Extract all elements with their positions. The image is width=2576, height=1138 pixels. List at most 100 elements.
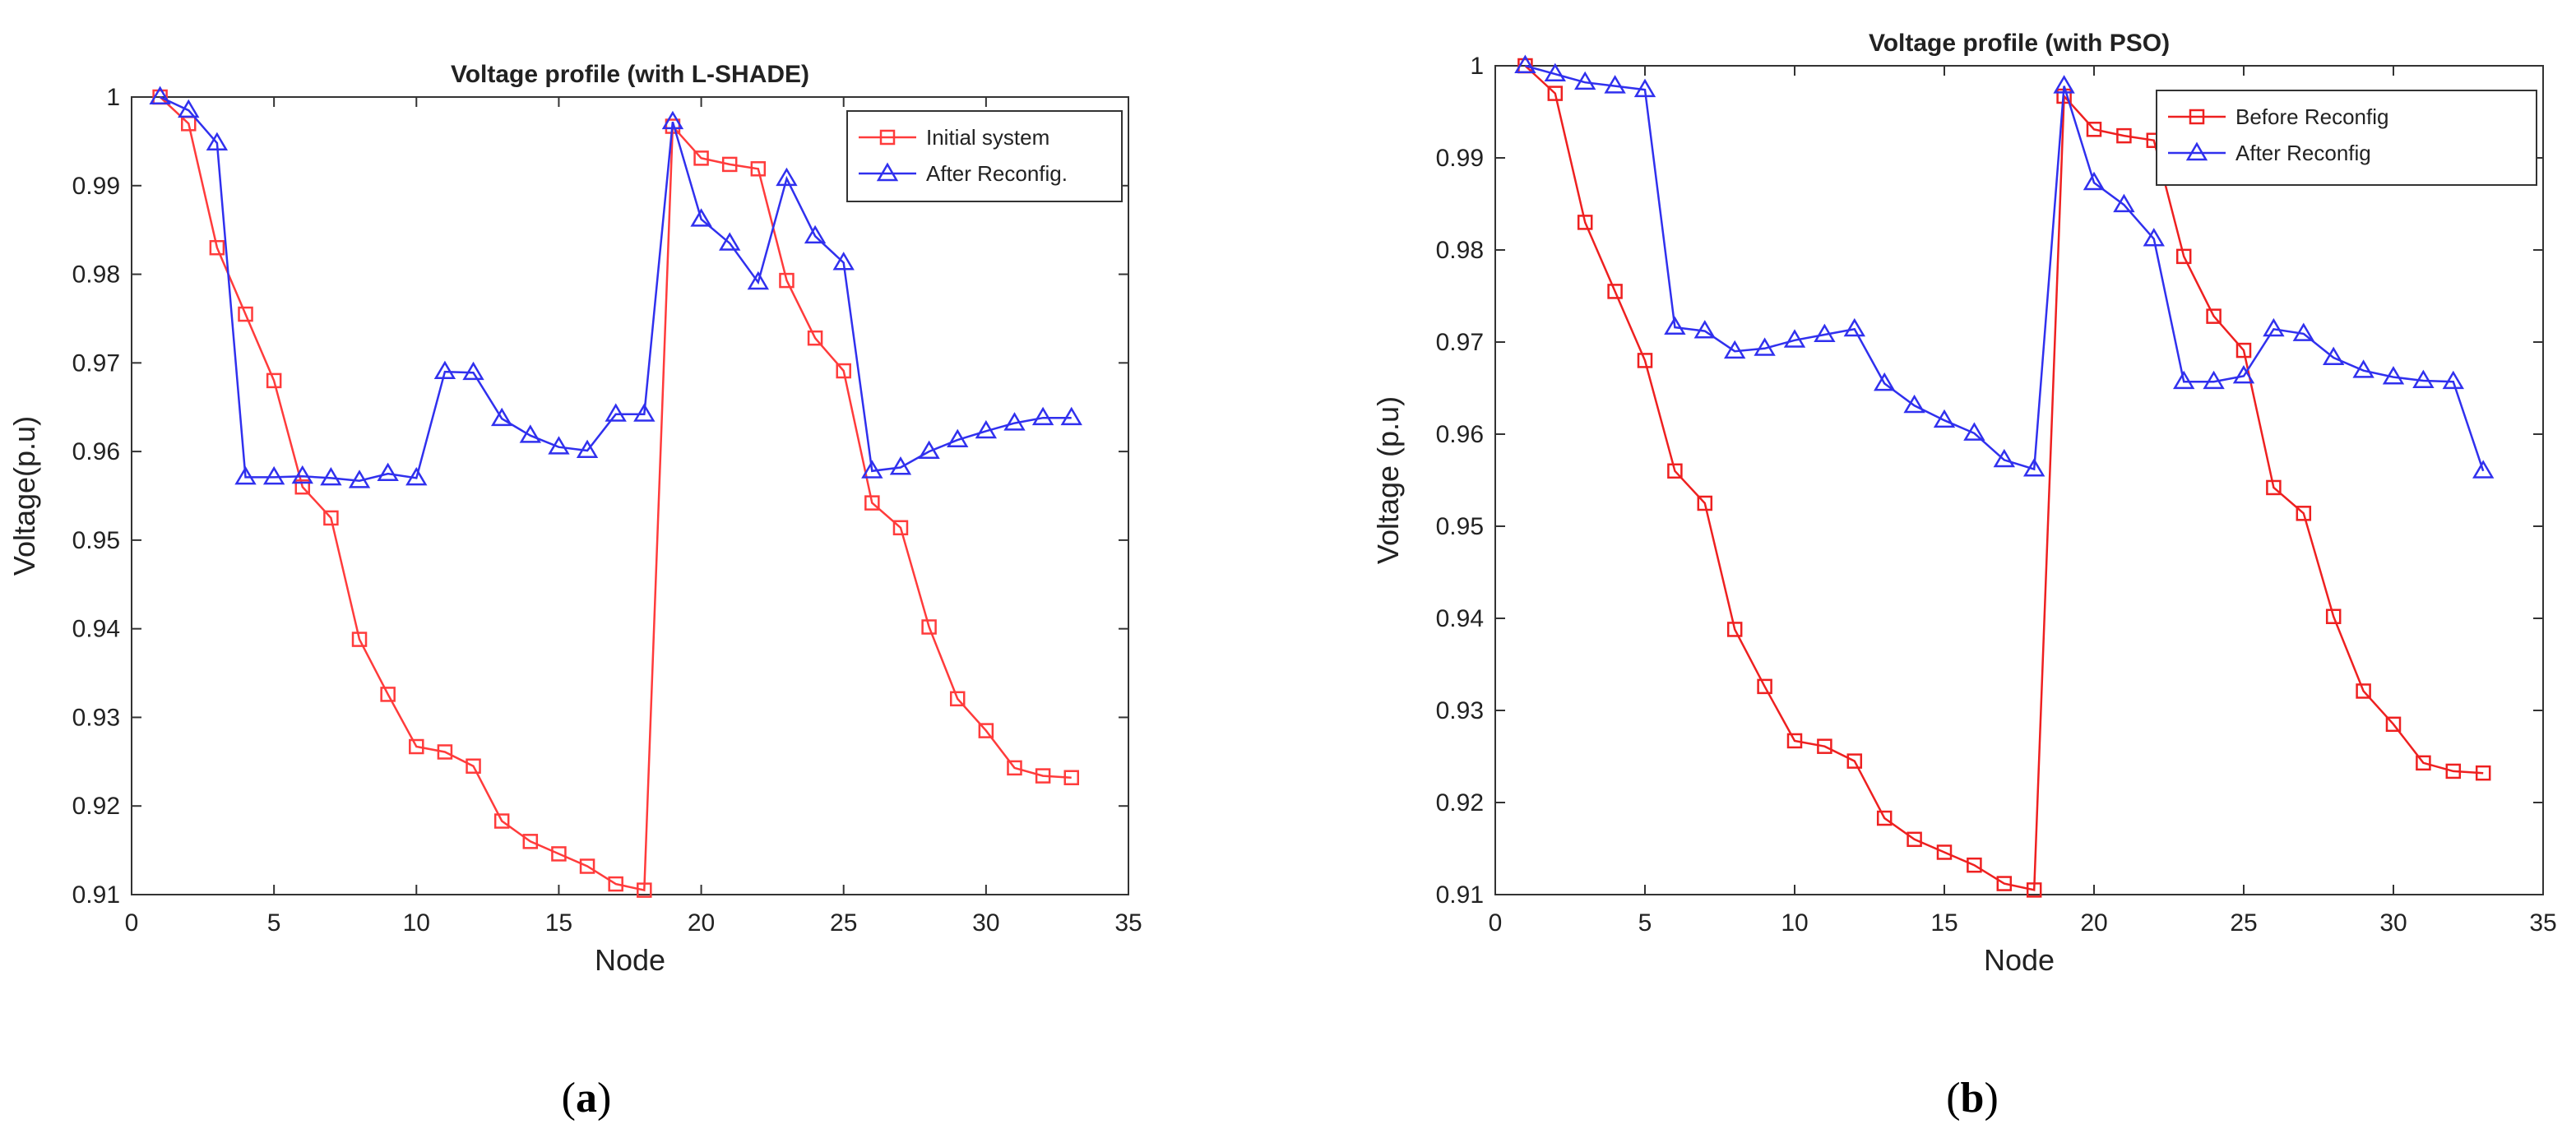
data-point-square [294,479,311,495]
data-point-square [2296,506,2312,521]
data-point-square [1697,495,1713,511]
data-point-square [1846,753,1863,769]
data-point-triangle [519,424,541,443]
data-point-square [1547,86,1564,101]
data-point-triangle [405,466,428,486]
data-point-triangle [804,224,827,244]
legend-box [2156,90,2537,186]
data-point-triangle [348,470,371,488]
x-tick-label: 0 [1489,909,1503,937]
data-point-triangle [918,440,940,460]
data-point-square [1757,678,1772,695]
data-point-triangle [433,360,456,380]
x-tick-label: 25 [2230,909,2257,937]
data-point-square [1907,831,1922,848]
data-point-triangle [1843,317,1865,337]
y-tick-label: 0.92 [1436,789,1484,816]
data-point-square [2086,122,2102,137]
x-tick-label: 35 [1114,909,1142,937]
data-point-triangle [605,403,627,422]
data-point-triangle [548,436,570,455]
data-point-triangle [320,466,342,486]
data-point-square [437,744,453,760]
data-point-triangle [262,465,285,485]
data-point-triangle [178,99,200,118]
data-point-square [892,520,909,536]
plot-marks: 0 5 10 15 20 25 30 35 0.91 0.92 0.93 0.94 0.95 0.96 0.… [72,84,1142,937]
data-point-triangle [2412,369,2435,388]
data-point-triangle [1783,329,1806,348]
y-tick-label: 0.99 [72,173,120,200]
data-point-square [921,619,937,635]
x-tick-label: 5 [267,909,281,937]
y-tick-label: 0.93 [1436,697,1484,724]
data-point-triangle [291,465,313,484]
data-point-square [1637,353,1653,368]
y-tick-label: 0.91 [72,881,120,909]
y-axis-label: Voltage (p.u) [1371,396,1405,564]
data-point-square [493,813,510,829]
data-point-triangle [2203,370,2225,390]
legend-marker [876,162,899,182]
x-tick-label: 15 [1930,909,1957,937]
data-point-triangle [1514,54,1536,73]
plot-area [1494,65,2544,895]
data-point-square [1607,284,1623,299]
data-point-triangle [462,361,484,381]
data-point-square [779,272,795,289]
x-tick-label: 25 [830,909,857,937]
data-point-triangle [2472,460,2495,479]
data-point-triangle [2292,322,2314,341]
data-point-square [1996,876,2013,891]
data-point-triangle [490,407,513,427]
data-point-triangle [1903,394,1925,414]
panel-caption-letter: a [576,1075,597,1122]
legend-label: After Reconfig [2235,141,2371,165]
data-point-triangle [2232,364,2255,384]
y-tick-label: 0.94 [1436,605,1484,632]
legend-marker [2189,109,2205,125]
data-point-square [551,846,567,862]
data-point-triangle [975,419,998,439]
x-tick-label: 35 [2529,909,2556,937]
data-point-square [2325,608,2342,625]
data-point-triangle [2442,370,2464,390]
data-point-triangle [149,86,171,104]
data-point-triangle [1963,422,1985,441]
data-point-triangle [861,460,883,479]
data-point-square [750,161,767,177]
data-point-triangle [2382,366,2405,385]
data-point-square [1063,770,1079,785]
data-point-triangle [1664,316,1686,335]
series-line [1525,64,2485,472]
plot-marks: 0 5 10 15 20 25 30 35 0.91 0.92 0.93 0.94 0.95 0.96 0.… [1436,53,2557,937]
data-point-square [2235,342,2252,359]
data-point-square [1876,810,1893,826]
panel-caption-letter: b [1961,1075,1985,1122]
data-point-triangle [1874,372,1896,391]
chart-title: Voltage profile (with L-SHADE) [451,61,809,88]
data-point-square [693,150,709,166]
data-point-square [2116,127,2132,144]
data-point-square [2416,755,2431,771]
x-tick-label: 10 [1781,909,1808,937]
data-point-square [1577,215,1593,230]
y-tick-label: 0.92 [72,793,120,820]
data-point-triangle [206,132,229,150]
data-point-square [2266,479,2282,496]
series-line [159,96,1072,892]
data-point-triangle [2173,370,2195,390]
x-tick-label: 20 [2080,909,2107,937]
x-tick-label: 20 [688,909,715,937]
data-point-triangle [747,271,770,290]
x-axis-label: Node [595,943,665,977]
data-point-triangle [234,465,257,485]
data-point-square [1667,463,1683,479]
data-point-square [380,687,396,702]
data-point-square [522,834,539,849]
legend-label: Before Reconfig [2235,104,2388,129]
x-tick-label: 0 [125,909,139,937]
x-axis-label: Node [1984,943,2055,977]
data-point-triangle [947,428,969,448]
